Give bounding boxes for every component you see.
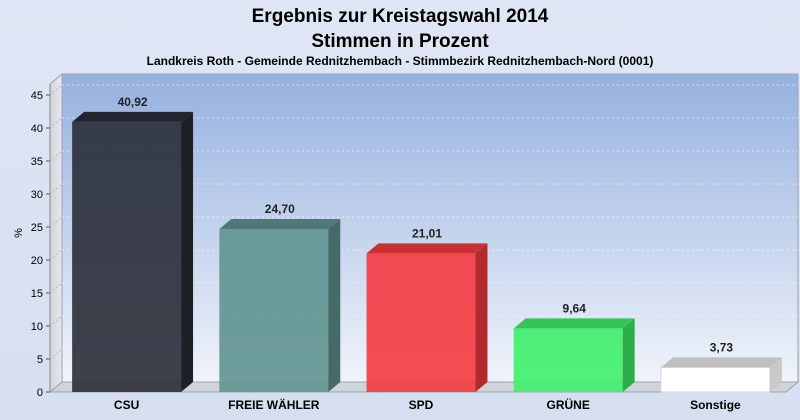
gridline-side	[49, 150, 63, 162]
data-label: 3,73	[710, 340, 734, 354]
gridline-side	[49, 117, 63, 129]
bar-side	[475, 243, 488, 392]
bar	[72, 111, 194, 392]
bar	[513, 318, 635, 392]
gridline-side	[49, 348, 63, 360]
bar-top	[660, 357, 782, 368]
data-label: 24,70	[265, 202, 295, 216]
gridline-side	[49, 216, 63, 228]
x-tick-label: FREIE WÄHLER	[228, 397, 320, 412]
y-tick-label: 20	[31, 255, 43, 267]
y-tick-label: 5	[37, 354, 43, 366]
y-tick-label: 35	[31, 156, 43, 168]
bar-side	[181, 111, 194, 392]
bar-top	[366, 243, 488, 254]
bar-top	[513, 318, 635, 329]
x-tick-label: GRÜNE	[547, 397, 590, 412]
y-tick-label: 45	[31, 90, 43, 102]
bar-front	[219, 228, 329, 392]
bar-front	[72, 121, 182, 392]
y-tick-label: 25	[31, 222, 43, 234]
bar-front	[513, 328, 623, 392]
y-axis: 0 5 10 15 20 25 30 35 40 45	[31, 84, 51, 399]
gridline-side	[49, 249, 63, 261]
bar-side	[328, 218, 341, 392]
y-tick-label: 15	[31, 288, 43, 300]
chart-subtitle: Landkreis Roth - Gemeinde Rednitzhembach…	[147, 54, 654, 68]
plot-side-wall	[49, 72, 63, 394]
data-label: 40,92	[118, 95, 148, 109]
x-tick-label: SPD	[409, 398, 434, 412]
bar-side	[622, 318, 635, 392]
gridline-side	[49, 183, 63, 195]
bar-front	[366, 253, 476, 392]
bar-top	[219, 218, 341, 229]
y-tick-label: 40	[31, 123, 43, 135]
bar	[366, 243, 488, 392]
y-tick-label: 10	[31, 321, 43, 333]
gridline-side	[49, 84, 63, 96]
y-axis-label: %	[13, 228, 25, 238]
gridline-side	[49, 282, 63, 294]
x-tick-label: CSU	[114, 398, 139, 412]
bar-top	[72, 111, 194, 122]
grid-lines	[49, 84, 798, 360]
bar	[660, 357, 782, 393]
y-tick-label: 0	[37, 387, 43, 399]
bars	[72, 111, 782, 393]
bar-side	[769, 357, 782, 392]
data-label: 9,64	[563, 301, 587, 315]
x-tick-label: Sonstige	[690, 398, 741, 412]
chart-title: Ergebnis zur Kreistagswahl 2014	[252, 6, 549, 27]
gridline-side	[49, 315, 63, 327]
chart-title-line2: Stimmen in Prozent	[311, 31, 489, 52]
data-label: 21,01	[412, 226, 442, 240]
bar-front	[660, 366, 771, 393]
bar	[219, 218, 341, 392]
y-tick-label: 30	[31, 189, 43, 201]
labels: 40,92 CSU 24,70 FREIE WÄHLER 21,01 SPD 9,64 GRÜ…	[114, 95, 741, 412]
